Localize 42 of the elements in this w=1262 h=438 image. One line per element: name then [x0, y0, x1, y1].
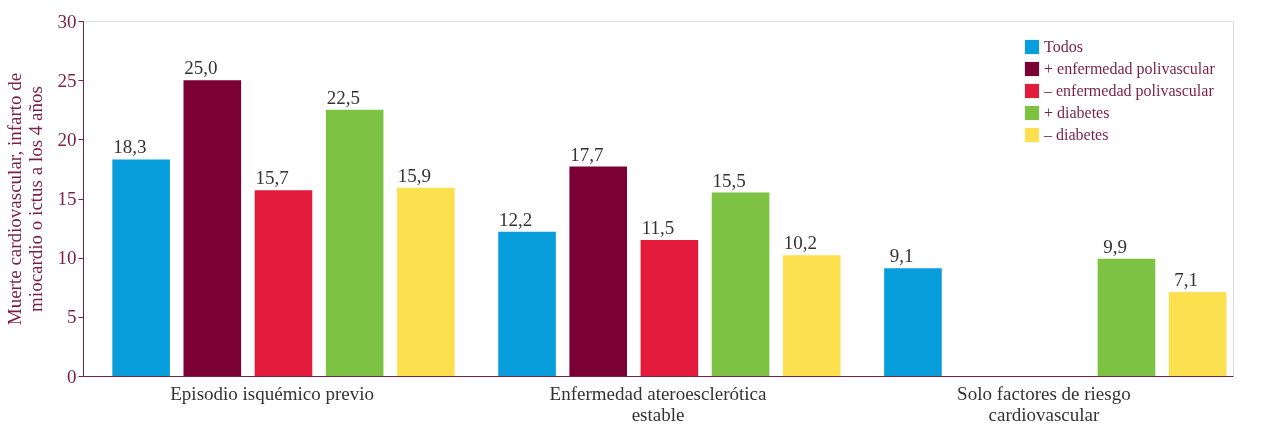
bar: [569, 166, 628, 376]
data-label: 12,2: [499, 208, 533, 230]
y-tick-label: 30: [57, 10, 77, 32]
bar: [782, 255, 841, 376]
y-tick-label: 15: [57, 188, 77, 209]
bar: [640, 239, 699, 376]
data-label: 18,3: [113, 136, 147, 158]
bar: [397, 187, 455, 376]
bar: [254, 190, 313, 376]
y-tick-label: 5: [67, 306, 77, 328]
data-label: 9,1: [889, 245, 914, 267]
legend-label: Todos: [1044, 38, 1083, 55]
y-tick-label: 0: [67, 365, 77, 387]
x-tick-label: Episodio isquémico previo: [170, 382, 374, 404]
y-tick-label: 25: [57, 69, 77, 91]
data-label: 7,1: [1174, 268, 1199, 290]
legend-label: – enfermedad polivascular: [1043, 82, 1215, 100]
data-label: 10,2: [783, 232, 817, 254]
y-tick-label: 10: [57, 247, 77, 269]
data-label: 15,5: [712, 169, 746, 191]
y-tick-label: 20: [57, 128, 77, 150]
data-label: 15,7: [255, 167, 289, 189]
bar: [112, 159, 170, 376]
legend-label: + enfermedad polivascular: [1044, 60, 1216, 78]
data-label: 9,9: [1103, 235, 1127, 257]
bar: [1168, 291, 1227, 376]
data-label: 25,0: [184, 57, 218, 79]
bar: [711, 192, 770, 376]
bar: [183, 80, 242, 376]
data-label: 15,9: [397, 164, 432, 186]
x-tick-label: Enfermedad ateroesclerótica estable: [549, 382, 767, 425]
data-label: 11,5: [641, 216, 675, 238]
bar: [884, 268, 942, 376]
legend-label: + diabetes: [1044, 104, 1110, 121]
bar: [498, 231, 556, 376]
bar: [325, 109, 384, 376]
bar: [1097, 258, 1156, 376]
legend-label: – diabetes: [1043, 126, 1109, 143]
x-tick-label: Solo factores de riesgo cardiovascular: [957, 382, 1131, 425]
y-axis-title: Muerte cardiovascular, infarto de miocardio o ictus a los 4 años: [3, 72, 46, 326]
data-label: 17,7: [570, 143, 604, 165]
data-label: 22,5: [326, 86, 360, 108]
